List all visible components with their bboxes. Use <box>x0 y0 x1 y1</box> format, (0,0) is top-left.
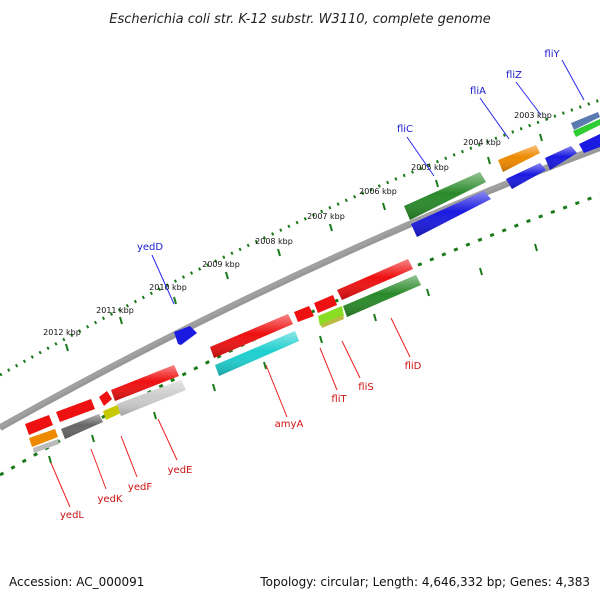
gene-label-fliS[interactable]: fliS <box>358 382 373 393</box>
gene-sliver <box>33 439 59 453</box>
outer-tick <box>119 316 123 325</box>
gene-sliver-2 <box>321 315 344 328</box>
outer-tick <box>382 202 386 211</box>
ruler-label: 2011 kbp <box>96 306 134 315</box>
inner-ruler-ticks <box>48 243 538 464</box>
outer-tick <box>487 156 491 165</box>
gene-label-fliC[interactable]: fliC <box>397 124 413 135</box>
gene-red-2[interactable] <box>56 399 95 422</box>
ruler-label: 2010 kbp <box>149 283 187 292</box>
inner-tick <box>319 335 323 344</box>
ruler-label: 2003 kbp <box>514 111 552 120</box>
inner-tick <box>426 288 430 297</box>
gene-label-fliA[interactable]: fliA <box>470 86 486 97</box>
leader-line <box>390 317 411 358</box>
gene-label-yedL[interactable]: yedL <box>60 510 84 521</box>
gene-fliY-green[interactable] <box>573 119 600 137</box>
ruler-label: 2007 kbp <box>307 212 345 221</box>
gene-lightgray-yedF[interactable] <box>103 404 123 420</box>
ruler-label: 2009 kbp <box>202 260 240 269</box>
inner-tick <box>373 313 377 322</box>
leader-line <box>341 340 361 379</box>
leader-line <box>479 97 510 140</box>
leader-line <box>50 462 71 508</box>
outer-tick <box>329 223 333 232</box>
genome-backbone <box>0 144 600 428</box>
gene-label-yedF[interactable]: yedF <box>128 482 152 493</box>
gene-label-fliT[interactable]: fliT <box>331 394 347 405</box>
inner-tick <box>91 434 95 443</box>
inner-tick <box>479 267 483 276</box>
leader-line <box>319 347 338 391</box>
inner-tick <box>153 411 157 420</box>
ruler-label: 2004 kbp <box>463 138 501 147</box>
forward-gene-labels: yedD fliC fliA fliZ fliY <box>137 49 585 305</box>
leader-line <box>120 435 138 478</box>
ruler-labels: 2012 kbp 2011 kbp 2010 kbp 2009 kbp 2008… <box>43 111 552 337</box>
leader-line <box>151 254 175 305</box>
outer-tick <box>435 179 439 188</box>
gene-label-yedD[interactable]: yedD <box>137 242 163 253</box>
gene-label-yedE[interactable]: yedE <box>168 465 193 476</box>
map-title: Escherichia coli str. K-12 substr. W3110… <box>109 12 490 27</box>
reverse-gene-labels: amyA fliT fliS fliD yedL yedK yedF yedE <box>50 317 422 521</box>
gene-label-amyA[interactable]: amyA <box>275 419 304 430</box>
outer-tick <box>225 271 229 280</box>
ruler-label: 2008 kbp <box>255 237 293 246</box>
outer-tick <box>539 133 543 142</box>
inner-ruler-track <box>0 193 600 477</box>
leader-line <box>406 136 435 177</box>
gene-lime-fliS[interactable] <box>318 306 344 326</box>
ruler-label: 2005 kbp <box>411 163 449 172</box>
inner-tick <box>48 455 52 464</box>
outer-ruler-track <box>0 98 600 377</box>
outer-tick <box>173 296 177 305</box>
genome-summary: Topology: circular; Length: 4,646,332 bp… <box>260 575 590 589</box>
gene-label-fliY[interactable]: fliY <box>544 49 560 60</box>
ruler-label: 2012 kbp <box>43 328 81 337</box>
outer-ruler-ticks <box>65 133 543 352</box>
inner-tick <box>263 361 267 370</box>
gene-red-6[interactable] <box>294 306 314 322</box>
gene-fliY-blue[interactable] <box>579 134 600 153</box>
gene-red-3[interactable] <box>99 391 112 406</box>
gene-label-yedK[interactable]: yedK <box>98 494 123 505</box>
inner-tick <box>212 383 216 392</box>
leader-line <box>90 448 107 490</box>
leader-line <box>515 81 542 116</box>
gene-red-7[interactable] <box>314 295 337 313</box>
leader-line <box>265 364 288 418</box>
accession-label: Accession: AC_000091 <box>9 575 145 589</box>
gene-label-fliD[interactable]: fliD <box>405 361 422 372</box>
gene-orange-yedL[interactable] <box>29 429 58 447</box>
gene-yedD[interactable] <box>174 326 197 345</box>
gene-shading <box>61 145 577 439</box>
leader-line <box>157 418 178 461</box>
gene-label-fliZ[interactable]: fliZ <box>506 70 522 81</box>
genome-backbone-shadow <box>0 145 600 431</box>
ruler-label: 2006 kbp <box>359 187 397 196</box>
gene-fliY-slate[interactable] <box>571 112 600 130</box>
inner-tick <box>534 243 538 252</box>
outer-tick <box>277 248 281 257</box>
gene-red-1[interactable] <box>25 415 53 435</box>
outer-tick <box>65 343 69 352</box>
leader-line <box>561 59 585 101</box>
